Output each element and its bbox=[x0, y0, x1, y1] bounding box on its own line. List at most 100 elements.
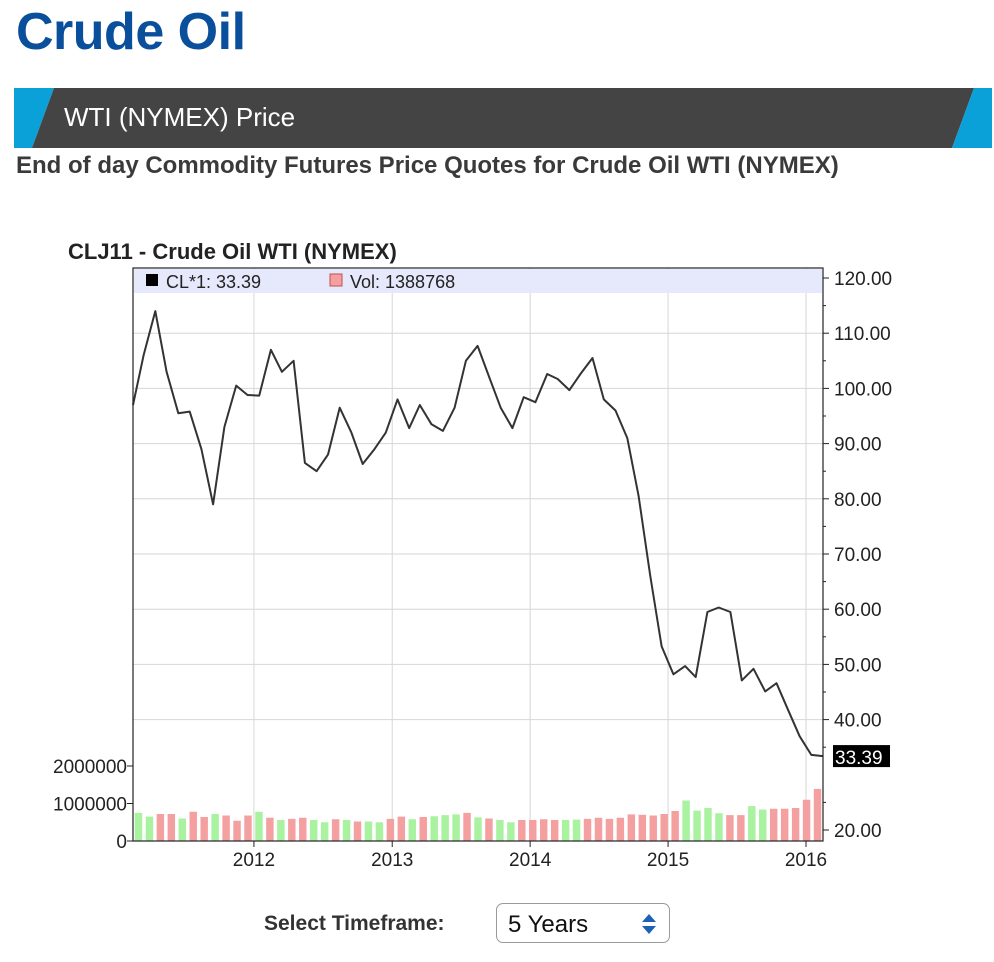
volume-bar bbox=[671, 811, 679, 841]
price-line bbox=[132, 310, 824, 758]
volume-bar bbox=[331, 819, 340, 841]
volume-bar bbox=[299, 817, 307, 841]
volume-bar bbox=[507, 822, 515, 841]
volume-bar bbox=[715, 813, 723, 841]
volume-bar bbox=[320, 822, 329, 841]
volume-bar bbox=[550, 820, 559, 841]
price-tick-label: 120.00 bbox=[834, 269, 892, 290]
banner-title: WTI (NYMEX) Price bbox=[64, 102, 296, 132]
legend-swatch-volume bbox=[329, 273, 343, 287]
volume-bar bbox=[474, 817, 482, 841]
price-tick-label: 70.00 bbox=[834, 545, 882, 566]
volume-bar bbox=[309, 820, 318, 841]
volume-bar bbox=[408, 819, 417, 841]
volume-bar bbox=[660, 814, 668, 841]
volume-bar bbox=[200, 817, 208, 841]
price-tick-label: 100.00 bbox=[834, 379, 892, 400]
volume-bar bbox=[353, 821, 362, 841]
volume-bar bbox=[649, 815, 657, 841]
price-tick-label: 60.00 bbox=[834, 600, 882, 621]
volume-bar bbox=[156, 814, 165, 841]
volume-bar bbox=[759, 809, 767, 841]
volume-bar bbox=[244, 815, 252, 841]
legend-band bbox=[134, 269, 822, 293]
volume-bar bbox=[748, 806, 756, 841]
volume-bar bbox=[145, 816, 154, 841]
volume-bar bbox=[364, 821, 373, 841]
page-subtitle: End of day Commodity Futures Price Quote… bbox=[16, 152, 839, 179]
volume-bar bbox=[529, 820, 537, 841]
price-tick-label: 80.00 bbox=[834, 490, 882, 511]
volume-bar bbox=[693, 810, 701, 841]
volume-tick-label: 2000000 bbox=[53, 757, 127, 778]
volume-bar bbox=[726, 815, 734, 841]
volume-bar bbox=[375, 822, 384, 841]
price-tick-label: 20.00 bbox=[834, 821, 882, 842]
volume-bar bbox=[627, 814, 636, 841]
volume-bar bbox=[397, 816, 406, 841]
x-tick-label: 2013 bbox=[371, 850, 413, 871]
volume-bar bbox=[594, 817, 603, 841]
volume-bar bbox=[791, 808, 800, 841]
volume-bar bbox=[233, 820, 241, 841]
volume-bar bbox=[211, 814, 219, 841]
volume-bar bbox=[266, 817, 274, 841]
volume-bar bbox=[277, 820, 285, 841]
volume-bar bbox=[769, 808, 778, 841]
volume-bar bbox=[134, 812, 143, 841]
volume-bar bbox=[452, 814, 460, 841]
volume-bar bbox=[561, 820, 570, 841]
volume-bar bbox=[780, 808, 789, 841]
volume-bar bbox=[419, 817, 427, 841]
volume-bar bbox=[288, 818, 296, 841]
timeframe-label: Select Timeframe: bbox=[264, 912, 445, 935]
volume-bar bbox=[485, 818, 493, 841]
volume-bar bbox=[616, 817, 625, 841]
volume-bar bbox=[255, 811, 263, 841]
x-tick-label: 2012 bbox=[233, 850, 275, 871]
volume-bar bbox=[704, 808, 712, 841]
volume-bar bbox=[441, 815, 449, 841]
volume-bar bbox=[583, 818, 592, 841]
volume-tick-label: 0 bbox=[116, 832, 127, 853]
volume-bar bbox=[463, 812, 471, 841]
page-title: Crude Oil bbox=[16, 3, 246, 61]
volume-bar bbox=[802, 799, 811, 841]
volume-bar bbox=[386, 818, 395, 841]
banner-background bbox=[14, 88, 992, 148]
volume-bar bbox=[430, 816, 438, 841]
price-tick-label: 40.00 bbox=[834, 711, 882, 732]
volume-bar bbox=[572, 819, 581, 841]
legend-swatch-price bbox=[146, 274, 158, 286]
volume-bar bbox=[167, 814, 176, 841]
volume-bar bbox=[189, 811, 197, 841]
volume-bar bbox=[178, 818, 187, 841]
timeframe-select[interactable]: 5 Years bbox=[496, 903, 670, 943]
volume-bar bbox=[496, 820, 504, 841]
volume-bar bbox=[737, 815, 745, 841]
volume-bar bbox=[682, 800, 690, 841]
price-tick-label: 50.00 bbox=[834, 655, 882, 676]
x-tick-label: 2014 bbox=[509, 850, 552, 871]
volume-bar bbox=[638, 814, 647, 841]
volume-bar bbox=[518, 820, 526, 841]
chart-title: CLJ11 - Crude Oil WTI (NYMEX) bbox=[68, 239, 397, 264]
last-price-label: 33.39 bbox=[835, 748, 883, 769]
section-banner: WTI (NYMEX) Price bbox=[14, 88, 992, 148]
price-chart: CLJ11 - Crude Oil WTI (NYMEX) CL*1: 33.39… bbox=[53, 239, 892, 871]
volume-bar bbox=[813, 788, 822, 841]
legend-label-price: CL*1: 33.39 bbox=[166, 272, 261, 292]
price-tick-label: 90.00 bbox=[834, 435, 882, 456]
volume-bar bbox=[342, 820, 351, 841]
volume-bar bbox=[222, 815, 230, 841]
timeframe-select-value: 5 Years bbox=[508, 911, 589, 938]
legend-label-volume: Vol: 1388768 bbox=[350, 272, 455, 292]
x-tick-label: 2016 bbox=[785, 850, 827, 871]
price-tick-label: 110.00 bbox=[834, 324, 891, 345]
volume-tick-label: 1000000 bbox=[53, 795, 127, 816]
x-tick-label: 2015 bbox=[647, 850, 689, 871]
volume-bar bbox=[605, 818, 614, 841]
volume-bar bbox=[539, 819, 548, 841]
last-price-box bbox=[833, 745, 890, 768]
select-arrows-icon bbox=[642, 914, 656, 934]
